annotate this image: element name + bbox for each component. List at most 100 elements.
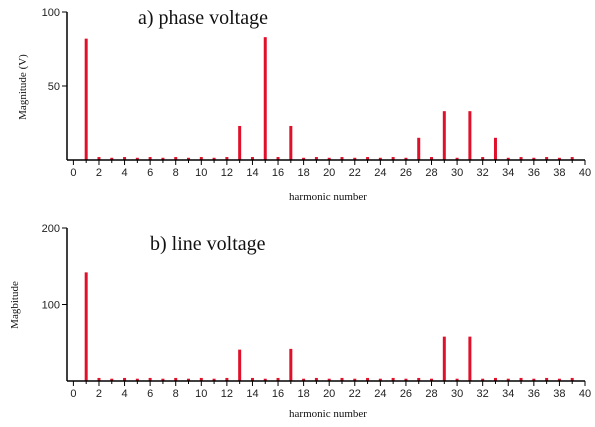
harmonic-bar bbox=[238, 349, 242, 381]
x-tick-label: 12 bbox=[221, 167, 233, 179]
harmonic-bar bbox=[340, 157, 344, 160]
y-axis-label: Magnitude (V) bbox=[17, 54, 29, 120]
y-tick-label: 100 bbox=[42, 300, 60, 312]
harmonic-bar bbox=[557, 378, 561, 381]
harmonic-bar bbox=[84, 38, 88, 160]
harmonic-bar bbox=[378, 157, 382, 160]
x-tick-label: 18 bbox=[297, 167, 309, 179]
chart-title: a) phase voltage bbox=[138, 7, 268, 29]
harmonic-bar bbox=[174, 157, 178, 160]
harmonic-bar bbox=[532, 378, 536, 381]
harmonic-bar bbox=[519, 377, 523, 381]
x-tick-label: 20 bbox=[323, 388, 335, 400]
harmonic-bar bbox=[135, 157, 139, 160]
harmonic-bar bbox=[468, 111, 472, 160]
harmonic-bar bbox=[135, 378, 139, 381]
bars bbox=[84, 37, 574, 160]
x-tick-label: 0 bbox=[70, 388, 76, 400]
x-tick-label: 4 bbox=[121, 167, 127, 179]
harmonic-bar bbox=[366, 377, 370, 381]
harmonic-bar bbox=[468, 336, 472, 381]
harmonic-bar bbox=[225, 377, 229, 381]
phase-voltage-chart: a) phase voltage Magnitude (V) harmonic … bbox=[17, 7, 591, 203]
harmonic-bar bbox=[302, 378, 306, 381]
harmonic-bar bbox=[391, 157, 395, 160]
harmonic-bar bbox=[212, 157, 216, 160]
harmonic-bar bbox=[314, 157, 318, 160]
harmonic-bar bbox=[276, 377, 280, 381]
x-tick-label: 40 bbox=[579, 388, 591, 400]
harmonic-bar bbox=[532, 157, 536, 160]
x-tick-label: 16 bbox=[272, 167, 284, 179]
harmonic-bar bbox=[506, 378, 510, 381]
x-tick-label: 40 bbox=[579, 167, 591, 179]
x-tick-label: 32 bbox=[477, 167, 489, 179]
harmonic-bar bbox=[493, 377, 497, 381]
harmonic-bar bbox=[148, 157, 152, 160]
x-tick-label: 2 bbox=[96, 167, 102, 179]
harmonic-bar bbox=[97, 157, 101, 160]
harmonic-bar bbox=[353, 157, 357, 160]
x-tick-label: 34 bbox=[502, 388, 514, 400]
x-tick-label: 28 bbox=[425, 388, 437, 400]
x-tick-label: 22 bbox=[349, 167, 361, 179]
x-tick-label: 26 bbox=[400, 167, 412, 179]
harmonic-bar bbox=[327, 378, 331, 381]
x-tick-label: 38 bbox=[553, 167, 565, 179]
harmonic-bar bbox=[148, 377, 152, 381]
x-tick-label: 10 bbox=[195, 167, 207, 179]
harmonic-bar bbox=[250, 157, 254, 160]
harmonic-bar bbox=[391, 377, 395, 381]
x-tick-label: 14 bbox=[246, 388, 258, 400]
x-tick-label: 26 bbox=[400, 388, 412, 400]
harmonic-bar bbox=[250, 377, 254, 381]
harmonic-bar bbox=[545, 377, 549, 381]
x-axis-label: harmonic number bbox=[289, 408, 367, 420]
x-tick-label: 16 bbox=[272, 388, 284, 400]
harmonic-bar bbox=[493, 137, 497, 160]
x-tick-label: 24 bbox=[374, 167, 386, 179]
x-tick-label: 20 bbox=[323, 167, 335, 179]
harmonic-bar bbox=[289, 348, 293, 381]
harmonic-bar bbox=[404, 157, 408, 160]
harmonic-bar bbox=[199, 157, 203, 160]
harmonic-bar bbox=[430, 378, 434, 381]
x-tick-label: 32 bbox=[477, 388, 489, 400]
harmonic-bar bbox=[353, 378, 357, 381]
harmonic-bar bbox=[557, 157, 561, 160]
harmonic-bar bbox=[123, 377, 127, 381]
harmonic-bar bbox=[238, 125, 242, 160]
harmonic-bar bbox=[161, 378, 165, 381]
x-tick-label: 38 bbox=[553, 388, 565, 400]
bars bbox=[84, 272, 574, 381]
harmonic-bar bbox=[506, 157, 510, 160]
harmonic-bar bbox=[302, 157, 306, 160]
harmonic-bar bbox=[174, 377, 178, 381]
x-axis-label: harmonic number bbox=[289, 191, 367, 203]
x-tick-label: 4 bbox=[121, 388, 127, 400]
harmonic-bar bbox=[161, 157, 165, 160]
x-tick-label: 24 bbox=[374, 388, 386, 400]
harmonic-bar bbox=[263, 378, 267, 381]
x-tick-label: 12 bbox=[221, 388, 233, 400]
harmonic-bar bbox=[545, 157, 549, 160]
harmonic-bar bbox=[212, 378, 216, 381]
harmonic-bar bbox=[123, 157, 127, 160]
line-voltage-chart: b) line voltage Magbitude harmonic numbe… bbox=[9, 223, 591, 420]
chart-title: b) line voltage bbox=[150, 233, 266, 255]
harmonic-bar bbox=[481, 157, 485, 160]
harmonic-bar bbox=[417, 377, 421, 381]
y-axis-label: Magbitude bbox=[9, 281, 21, 329]
x-tick-label: 0 bbox=[70, 167, 76, 179]
harmonic-bar bbox=[263, 37, 267, 160]
harmonic-bar bbox=[84, 272, 88, 381]
x-tick-label: 8 bbox=[173, 167, 179, 179]
harmonic-bar bbox=[314, 377, 318, 381]
x-tick-label: 6 bbox=[147, 388, 153, 400]
x-tick-label: 2 bbox=[96, 388, 102, 400]
y-tick-label: 200 bbox=[42, 223, 60, 235]
x-tick-label: 8 bbox=[173, 388, 179, 400]
